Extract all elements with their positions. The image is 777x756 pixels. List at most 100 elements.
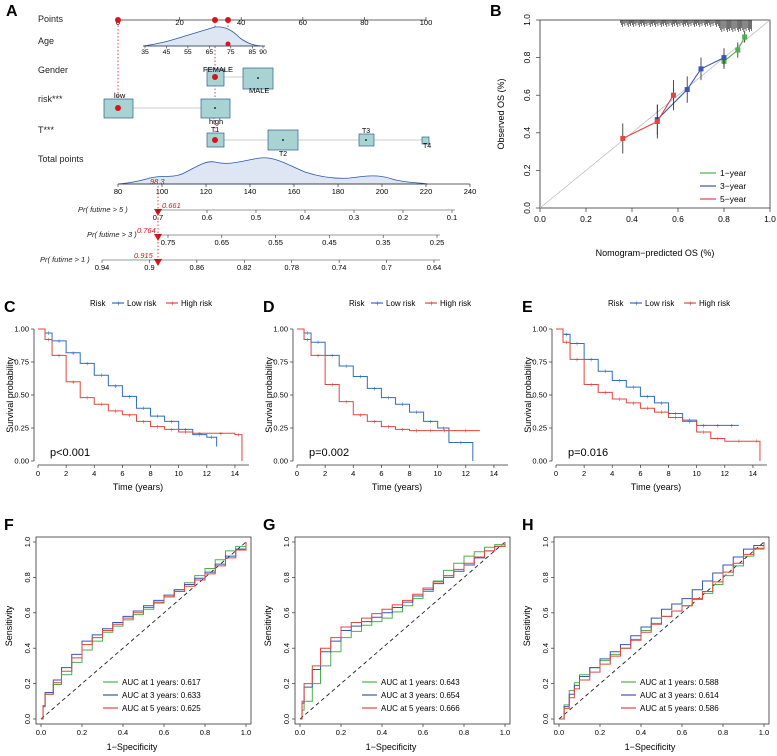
- km-ytick-label: 0.75: [14, 358, 29, 367]
- probability-tick-label: 0.7: [153, 213, 163, 222]
- roc-legend-text-5: AUC at 5 years: 0.666: [381, 704, 460, 713]
- pr3-marker: [154, 234, 162, 241]
- risk-label-high: high: [209, 117, 223, 126]
- roc-ytick-label: 1.0: [282, 537, 291, 547]
- roc-legend-text-3: AUC at 3 years: 0.654: [381, 691, 460, 700]
- km-censor-mark: +: [716, 423, 720, 430]
- km-legend-title: Risk: [608, 299, 625, 308]
- km-censor-mark: +: [603, 369, 607, 376]
- km-censor-mark: +: [99, 373, 103, 380]
- km-xtick-label: 10: [692, 469, 700, 478]
- calibration-ytick-label: 1.0: [522, 14, 532, 26]
- t3-dot: [365, 139, 367, 141]
- roc-xtick-label: 0.4: [118, 728, 128, 737]
- roc-ytick-label: 0.0: [541, 714, 550, 724]
- roc-xtick-label: 0.8: [718, 728, 728, 737]
- km-legend-mark-high: +: [170, 299, 175, 308]
- probability-tick-label: 0.35: [376, 238, 391, 247]
- km-ytick-label: 0.00: [14, 457, 29, 466]
- total-value-label: 98.3: [150, 177, 165, 186]
- km-censor-mark: +: [459, 440, 463, 447]
- km-censor-mark: +: [589, 357, 593, 364]
- calibration-xtick-label: 0.6: [672, 214, 684, 224]
- roc-legend-text-1: AUC at 1 years: 0.643: [381, 678, 460, 687]
- km-xtick-label: 6: [379, 469, 383, 478]
- row-label-pr5: Pr( futime > 5 ): [78, 205, 128, 214]
- t-label-3: T3: [362, 128, 370, 135]
- roc-curves: [40, 541, 247, 720]
- km-censor-mark: +: [85, 361, 89, 368]
- km-xtick-label: 6: [120, 469, 124, 478]
- panel-label-g: G: [263, 517, 275, 534]
- calibration-xlabel: Nomogram−predicted OS (%): [596, 248, 715, 258]
- km-censor-mark: +: [659, 400, 663, 407]
- row-label-points: Points: [38, 14, 64, 24]
- points-marker-age: [212, 17, 218, 23]
- age-tick-label: 85: [248, 49, 256, 56]
- probability-tick-label: 0.3: [349, 213, 359, 222]
- row-label-pr1: Pr( futime > 1 ): [40, 255, 90, 264]
- roc-xlabel: 1−Specificity: [107, 742, 158, 752]
- roc-curves: [299, 541, 506, 720]
- km-censor-mark: +: [306, 330, 310, 337]
- km-xtick-label: 0: [295, 469, 299, 478]
- km-legend-mark-low: +: [375, 299, 380, 308]
- km-legend-mark-low: +: [116, 299, 121, 308]
- km-censor-mark: +: [113, 383, 117, 390]
- km-legend-text-high: High risk: [440, 299, 472, 308]
- km-censor-mark: +: [603, 390, 607, 397]
- km-panel-c: C Risk + Low risk + High risk 0.000.250.…: [4, 299, 249, 492]
- roc-legend-text-1: AUC at 1 years: 0.617: [122, 678, 201, 687]
- km-censor-mark: +: [617, 396, 621, 403]
- calibration-ticks: 0.00.0 0.2 0.2 0.4 0.4 0.6 0.6 0.8 0.8 1.0 1.0: [522, 14, 776, 224]
- km-axes: 0.00 0.25 0.50 0.75 1.00 0 2 4 6 8 10 12 14: [14, 325, 249, 478]
- km-censor-mark: +: [184, 427, 188, 434]
- km-xtick-label: 8: [148, 469, 152, 478]
- total-density: [117, 157, 429, 185]
- age-ticks: 35 45 55 65 75 85 90: [141, 46, 267, 56]
- gender-label-male: MALE: [249, 86, 269, 95]
- km-legend-text-low: Low risk: [127, 299, 157, 308]
- km-panel-e: E Risk + Low risk + High risk 0.000.250.…: [522, 299, 767, 492]
- roc-ytick-label: 0.8: [282, 572, 291, 582]
- km-xtick-label: 8: [666, 469, 670, 478]
- km-ytick-label: 1.00: [14, 325, 29, 334]
- legend-text-3-year: 3−year: [720, 181, 746, 191]
- total-tick-label: 160: [288, 187, 301, 196]
- km-ytick-label: 0.25: [14, 424, 29, 433]
- km-xtick-label: 8: [407, 469, 411, 478]
- km-censor-mark: +: [730, 423, 734, 430]
- km-censor-mark: +: [141, 419, 145, 426]
- km-xtick-label: 12: [203, 469, 211, 478]
- km-xtick-label: 6: [638, 469, 642, 478]
- total-ticks: 80 100 120 140 160 180 200 220 240: [114, 184, 476, 196]
- km-censor-mark: +: [674, 415, 678, 422]
- km-curve: [556, 328, 739, 426]
- roc-ytick-label: 0.2: [541, 678, 550, 688]
- km-censor-mark: +: [674, 411, 678, 418]
- t-label-2: T2: [279, 151, 287, 158]
- km-curve: [556, 328, 761, 461]
- roc-ytick-label: 0.8: [541, 572, 550, 582]
- row-label-gender: Gender: [38, 65, 68, 75]
- km-ytick-label: 0.50: [532, 391, 547, 400]
- roc-panel-g: G 0.0 0.0 0.2 0.2 0.4 0.4 0.6 0.6 0.8 0.8 1.0 1.0 A…: [263, 517, 511, 752]
- km-censor-mark: +: [400, 402, 404, 409]
- km-censor-mark: +: [441, 426, 445, 433]
- km-censor-mark: +: [415, 410, 419, 417]
- risk-marker: [115, 105, 121, 111]
- km-censor-mark: +: [631, 400, 635, 407]
- risk-high-dot: [214, 107, 216, 109]
- km-curve: [297, 328, 480, 432]
- km-censor-mark: +: [688, 419, 692, 426]
- calibration-ylabel: Observed OS (%): [496, 78, 506, 149]
- roc-xtick-label: 0.0: [295, 728, 305, 737]
- km-xtick-label: 12: [462, 469, 470, 478]
- km-xtick-label: 2: [582, 469, 586, 478]
- km-curve: [38, 328, 243, 461]
- km-ytick-label: 1.00: [532, 325, 547, 334]
- probability-tick-label: 0.64: [427, 263, 442, 272]
- calibration-point: [620, 135, 626, 141]
- km-censor-mark: +: [330, 382, 334, 389]
- km-censor-mark: +: [198, 432, 202, 439]
